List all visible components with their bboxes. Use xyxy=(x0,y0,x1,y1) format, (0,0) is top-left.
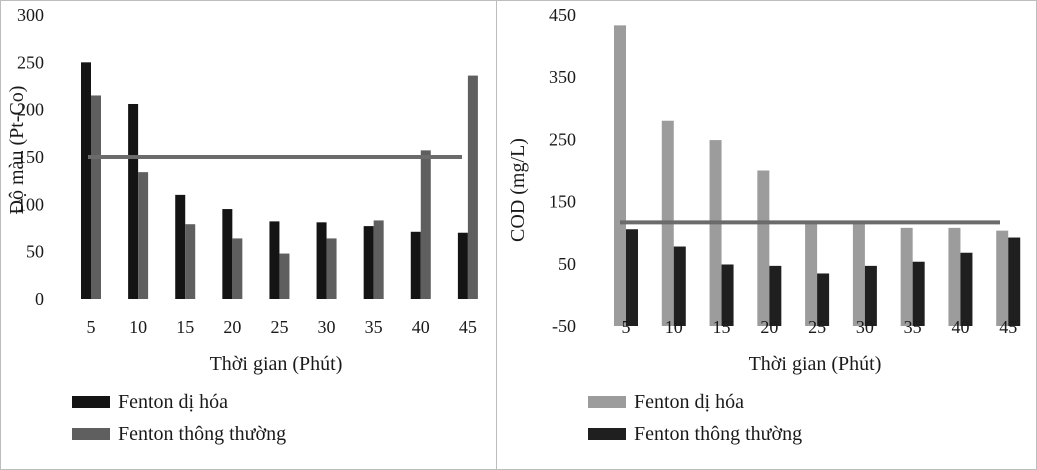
x-tick-label: 40 xyxy=(412,317,430,337)
x-axis-label: Thời gian (Phút) xyxy=(210,353,343,375)
legend-swatch xyxy=(72,396,110,408)
bar-series-2 xyxy=(232,238,243,299)
cod-chart: -50 50 150 250 350 450 5 10 15 20 25 30 35 40 45 Thời g… xyxy=(507,5,1021,445)
bar-series-2 xyxy=(185,224,196,299)
bar-series-2 xyxy=(467,75,478,299)
bar-series-1 xyxy=(757,170,770,326)
x-tick-label: 40 xyxy=(951,317,969,337)
bar-series-2 xyxy=(864,265,877,326)
bar-series-1 xyxy=(363,226,374,299)
legend-label: Fenton thông thường xyxy=(634,423,802,445)
y-axis-label: Độ màu (Pt-Co) xyxy=(6,86,28,215)
bar-series-1 xyxy=(709,140,722,326)
legend-label: Fenton dị hóa xyxy=(118,391,228,413)
y-tick-label: 250 xyxy=(17,52,44,72)
bar-series-1 xyxy=(316,222,327,299)
x-tick-label: 35 xyxy=(365,317,383,337)
x-tick-label: 45 xyxy=(999,317,1017,337)
bar-series-1 xyxy=(948,227,961,326)
bar-series-2 xyxy=(91,95,101,299)
y-tick-label: 250 xyxy=(549,129,576,149)
x-tick-label: 30 xyxy=(318,317,336,337)
bar-series-2 xyxy=(721,264,734,326)
bar-series-2 xyxy=(960,252,973,326)
bar-series-1 xyxy=(996,230,1009,326)
x-tick-label: 5 xyxy=(87,317,96,337)
x-tick-label: 5 xyxy=(622,317,631,337)
y-tick-label: 300 xyxy=(17,5,44,25)
y-tick-label: 50 xyxy=(558,254,576,274)
bar-series-1 xyxy=(81,62,91,300)
x-tick-label: 10 xyxy=(665,317,683,337)
y-tick-label: 450 xyxy=(549,5,576,25)
x-tick-label: 15 xyxy=(713,317,731,337)
bar-series-1 xyxy=(175,194,186,299)
bar-series-2 xyxy=(912,261,925,326)
bar-series-1 xyxy=(805,223,818,326)
bar-series-1 xyxy=(128,103,139,299)
bar-series-1 xyxy=(410,231,421,299)
x-tick-label: 30 xyxy=(856,317,874,337)
y-tick-label: 150 xyxy=(549,192,576,212)
x-tick-label: 25 xyxy=(808,317,826,337)
x-tick-label: 10 xyxy=(129,317,147,337)
y-tick-label: 200 xyxy=(17,100,44,120)
bar-series-2 xyxy=(673,246,686,326)
bar-series-1 xyxy=(900,227,913,326)
legend-label: Fenton thông thường xyxy=(118,423,286,445)
bar-series-2 xyxy=(373,220,384,299)
y-tick-label: 50 xyxy=(26,242,44,262)
x-tick-label: 15 xyxy=(176,317,194,337)
legend-swatch xyxy=(588,396,626,408)
bar-series-1 xyxy=(852,223,865,326)
y-tick-label: 0 xyxy=(35,289,44,309)
x-tick-label: 45 xyxy=(459,317,477,337)
x-tick-label: 35 xyxy=(904,317,922,337)
bar-series-2 xyxy=(1008,237,1021,326)
y-tick-label: 100 xyxy=(17,194,44,214)
y-tick-label: 150 xyxy=(17,147,44,167)
bar-series-2 xyxy=(279,253,290,299)
x-tick-label: 20 xyxy=(223,317,241,337)
bar-series-1 xyxy=(222,209,233,299)
bar-series-1 xyxy=(457,232,468,299)
x-tick-label: 25 xyxy=(270,317,288,337)
bar-series-2 xyxy=(817,273,830,326)
y-tick-label: 350 xyxy=(549,67,576,87)
bar-series-2 xyxy=(420,150,431,299)
bar-series-2 xyxy=(138,172,149,299)
bar-series-2 xyxy=(769,265,782,326)
bar-series-1 xyxy=(269,221,280,299)
legend-swatch xyxy=(72,428,110,440)
y-tick-label: -50 xyxy=(552,316,576,336)
legend-label: Fenton dị hóa xyxy=(634,391,744,413)
x-axis-label: Thời gian (Phút) xyxy=(749,353,882,375)
bar-series-2 xyxy=(626,229,638,326)
legend-swatch xyxy=(588,428,626,440)
y-axis-label: COD (mg/L) xyxy=(507,138,529,242)
bar-series-2 xyxy=(326,238,337,299)
x-tick-label: 20 xyxy=(760,317,778,337)
bar-series-1 xyxy=(614,25,626,326)
color-chart: 0 50 100 150 200 250 300 5 10 15 20 25 30 35 40 45 Thời … xyxy=(6,5,478,445)
